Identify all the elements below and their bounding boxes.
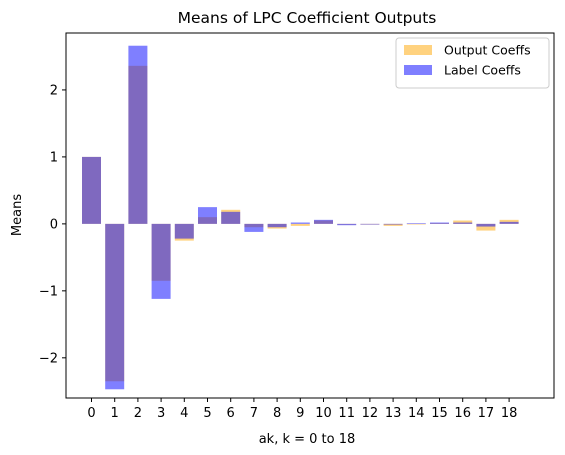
y-tick-label-1: 1 <box>50 150 58 165</box>
bar-series1-5 <box>198 207 217 224</box>
bar-series1-9 <box>290 222 310 224</box>
y-tick-label-2: 2 <box>50 83 58 98</box>
x-tick-label-1: 1 <box>111 406 119 421</box>
y-tick-label--1: −1 <box>39 284 58 299</box>
bar-series1-6 <box>221 211 241 224</box>
bar-series1-11 <box>337 223 357 226</box>
bar-series1-8 <box>267 223 287 228</box>
x-tick-label-14: 14 <box>408 406 425 421</box>
bar-series1-1 <box>105 223 125 390</box>
x-tick-label-16: 16 <box>454 406 471 421</box>
y-tick-label--2: −2 <box>39 351 58 366</box>
legend-swatch-1 <box>404 65 432 75</box>
bar-series1-2 <box>128 45 148 224</box>
bar-series0-17 <box>476 223 496 231</box>
x-tick-label-15: 15 <box>431 406 448 421</box>
bar-series0-16 <box>453 220 473 224</box>
legend-swatch-0 <box>404 45 432 55</box>
bar-series1-16 <box>453 222 473 224</box>
x-tick-label-13: 13 <box>385 406 402 421</box>
x-axis-label: ak, k = 0 to 18 <box>259 432 356 447</box>
x-tick-label-3: 3 <box>157 406 165 421</box>
bar-series1-7 <box>244 223 264 232</box>
x-tick-label-0: 0 <box>87 406 95 421</box>
bar-series1-17 <box>476 223 496 227</box>
bars-layer <box>82 45 519 390</box>
bar-series1-14 <box>406 223 426 224</box>
chart-title: Means of LPC Coefficient Outputs <box>178 9 437 27</box>
bar-series1-12 <box>360 223 380 225</box>
plot-frame <box>65 32 555 399</box>
x-tick-label-18: 18 <box>501 406 518 421</box>
x-tick-label-10: 10 <box>315 406 332 421</box>
bar-series1-0 <box>82 156 101 224</box>
x-tick-label-2: 2 <box>134 406 142 421</box>
bar-series0-9 <box>290 223 310 226</box>
legend-label-1: Label Coeffs <box>444 63 521 78</box>
x-tick-label-5: 5 <box>203 406 211 421</box>
bar-series1-15 <box>430 222 449 224</box>
x-tick-label-17: 17 <box>478 406 495 421</box>
legend: Output Coeffs Label Coeffs <box>395 37 550 89</box>
y-axis-label: Means <box>10 194 25 236</box>
bar-series1-18 <box>499 221 519 224</box>
bar-series1-4 <box>174 223 194 239</box>
x-tick-label-8: 8 <box>273 406 281 421</box>
x-tick-label-12: 12 <box>362 406 379 421</box>
bar-series1-10 <box>314 219 333 224</box>
bar-series0-14 <box>406 223 426 225</box>
legend-label-0: Output Coeffs <box>444 43 531 58</box>
bar-series1-13 <box>383 223 403 225</box>
x-tick-label-11: 11 <box>338 406 355 421</box>
x-tick-label-6: 6 <box>227 406 235 421</box>
bar-series1-3 <box>151 223 171 299</box>
x-tick-label-9: 9 <box>296 406 304 421</box>
x-tick-label-4: 4 <box>180 406 188 421</box>
y-tick-label-0: 0 <box>50 217 58 232</box>
x-tick-label-7: 7 <box>250 406 258 421</box>
legend-box <box>395 37 550 89</box>
bar-series0-13 <box>383 223 403 226</box>
